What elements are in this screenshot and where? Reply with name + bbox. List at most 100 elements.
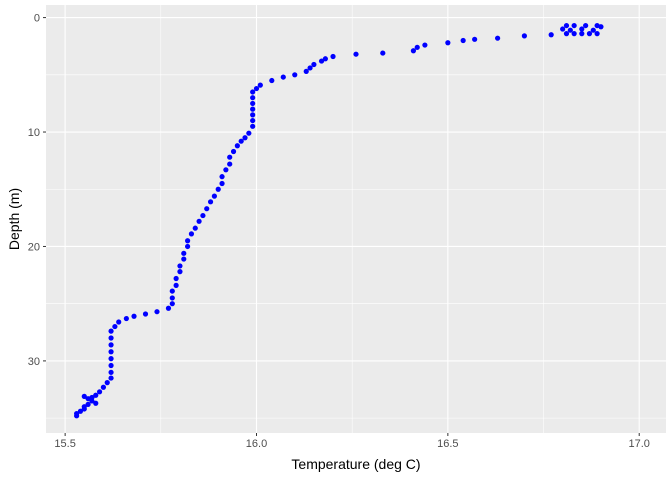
data-point — [108, 362, 114, 369]
data-point — [242, 135, 248, 141]
data-point — [74, 413, 80, 419]
data-point — [219, 180, 225, 187]
data-point — [594, 31, 600, 37]
data-point — [521, 33, 527, 39]
data-point — [173, 275, 179, 282]
data-point — [460, 37, 466, 44]
data-point — [177, 269, 183, 275]
data-point — [318, 58, 325, 64]
data-point — [353, 51, 359, 57]
data-point — [250, 89, 256, 95]
data-point — [563, 22, 570, 29]
plot-panel — [46, 5, 666, 433]
data-point — [108, 356, 114, 362]
y-axis-title: Depth (m) — [6, 188, 22, 250]
data-point — [234, 143, 240, 149]
data-point — [583, 22, 589, 29]
x-tick-label: 16.5 — [437, 438, 458, 450]
data-points — [74, 22, 604, 419]
data-point — [177, 263, 183, 269]
y-tick-label: 0 — [34, 13, 40, 25]
data-point — [495, 35, 501, 41]
data-point — [223, 167, 229, 173]
x-tick-label: 17.0 — [628, 438, 649, 450]
data-point — [472, 36, 478, 42]
data-point — [89, 398, 95, 404]
data-point — [116, 319, 122, 325]
data-point — [185, 238, 191, 244]
data-point — [307, 65, 313, 71]
data-point — [579, 26, 585, 32]
data-point — [100, 384, 107, 390]
x-tick-label: 15.5 — [54, 438, 75, 450]
data-point — [269, 77, 275, 84]
data-point — [93, 400, 99, 406]
data-point — [77, 408, 84, 414]
data-point — [123, 315, 129, 322]
data-point — [196, 218, 202, 224]
data-point — [571, 31, 577, 37]
data-point — [579, 31, 585, 37]
data-point — [422, 42, 428, 48]
data-point — [108, 335, 114, 341]
data-point — [185, 243, 191, 250]
data-point — [219, 174, 225, 180]
x-axis-ticks: 15.5 16.0 16.5 17.0 — [54, 433, 650, 450]
data-point — [192, 225, 198, 231]
data-point — [81, 393, 87, 399]
data-point — [250, 112, 256, 118]
data-point — [445, 40, 451, 46]
data-point — [414, 44, 420, 50]
data-point — [200, 212, 206, 219]
data-point — [169, 295, 175, 301]
data-point — [563, 31, 570, 37]
y-tick-label: 30 — [28, 356, 40, 368]
x-axis-title: Temperature (deg C) — [291, 456, 420, 472]
data-point — [204, 206, 210, 212]
data-point — [238, 138, 244, 144]
data-point — [93, 392, 99, 398]
data-point — [410, 48, 417, 54]
data-point — [250, 123, 256, 129]
data-point — [207, 199, 214, 205]
data-point — [571, 22, 577, 29]
data-point — [303, 68, 309, 74]
data-point — [165, 305, 172, 311]
major-gridlines — [46, 5, 666, 433]
data-point — [173, 282, 179, 288]
data-point — [188, 231, 195, 237]
data-point — [108, 349, 114, 355]
data-point — [280, 74, 286, 80]
data-point — [211, 193, 217, 199]
data-point — [380, 50, 386, 56]
y-axis-ticks: 0 10 20 30 — [28, 13, 46, 368]
data-point — [169, 288, 175, 294]
data-point — [215, 186, 221, 192]
data-point — [104, 380, 110, 386]
data-point — [567, 27, 573, 33]
data-point — [250, 117, 256, 124]
data-point — [181, 250, 187, 256]
data-point — [250, 106, 256, 112]
x-tick-label: 16.0 — [246, 438, 267, 450]
data-point — [112, 323, 118, 330]
data-point — [227, 161, 233, 167]
data-point — [246, 130, 252, 136]
data-point — [253, 85, 260, 92]
data-point — [250, 100, 256, 107]
data-point — [227, 154, 233, 160]
data-point — [590, 27, 596, 33]
data-point — [85, 401, 91, 407]
data-point — [181, 256, 187, 262]
data-point — [142, 311, 149, 317]
data-point — [131, 313, 137, 319]
data-point — [96, 389, 103, 395]
data-point — [548, 32, 554, 38]
minor-gridlines — [46, 5, 666, 433]
data-point — [292, 72, 298, 78]
data-point — [108, 375, 114, 381]
y-tick-label: 20 — [28, 241, 40, 253]
data-point — [250, 95, 256, 101]
data-point — [108, 342, 114, 348]
